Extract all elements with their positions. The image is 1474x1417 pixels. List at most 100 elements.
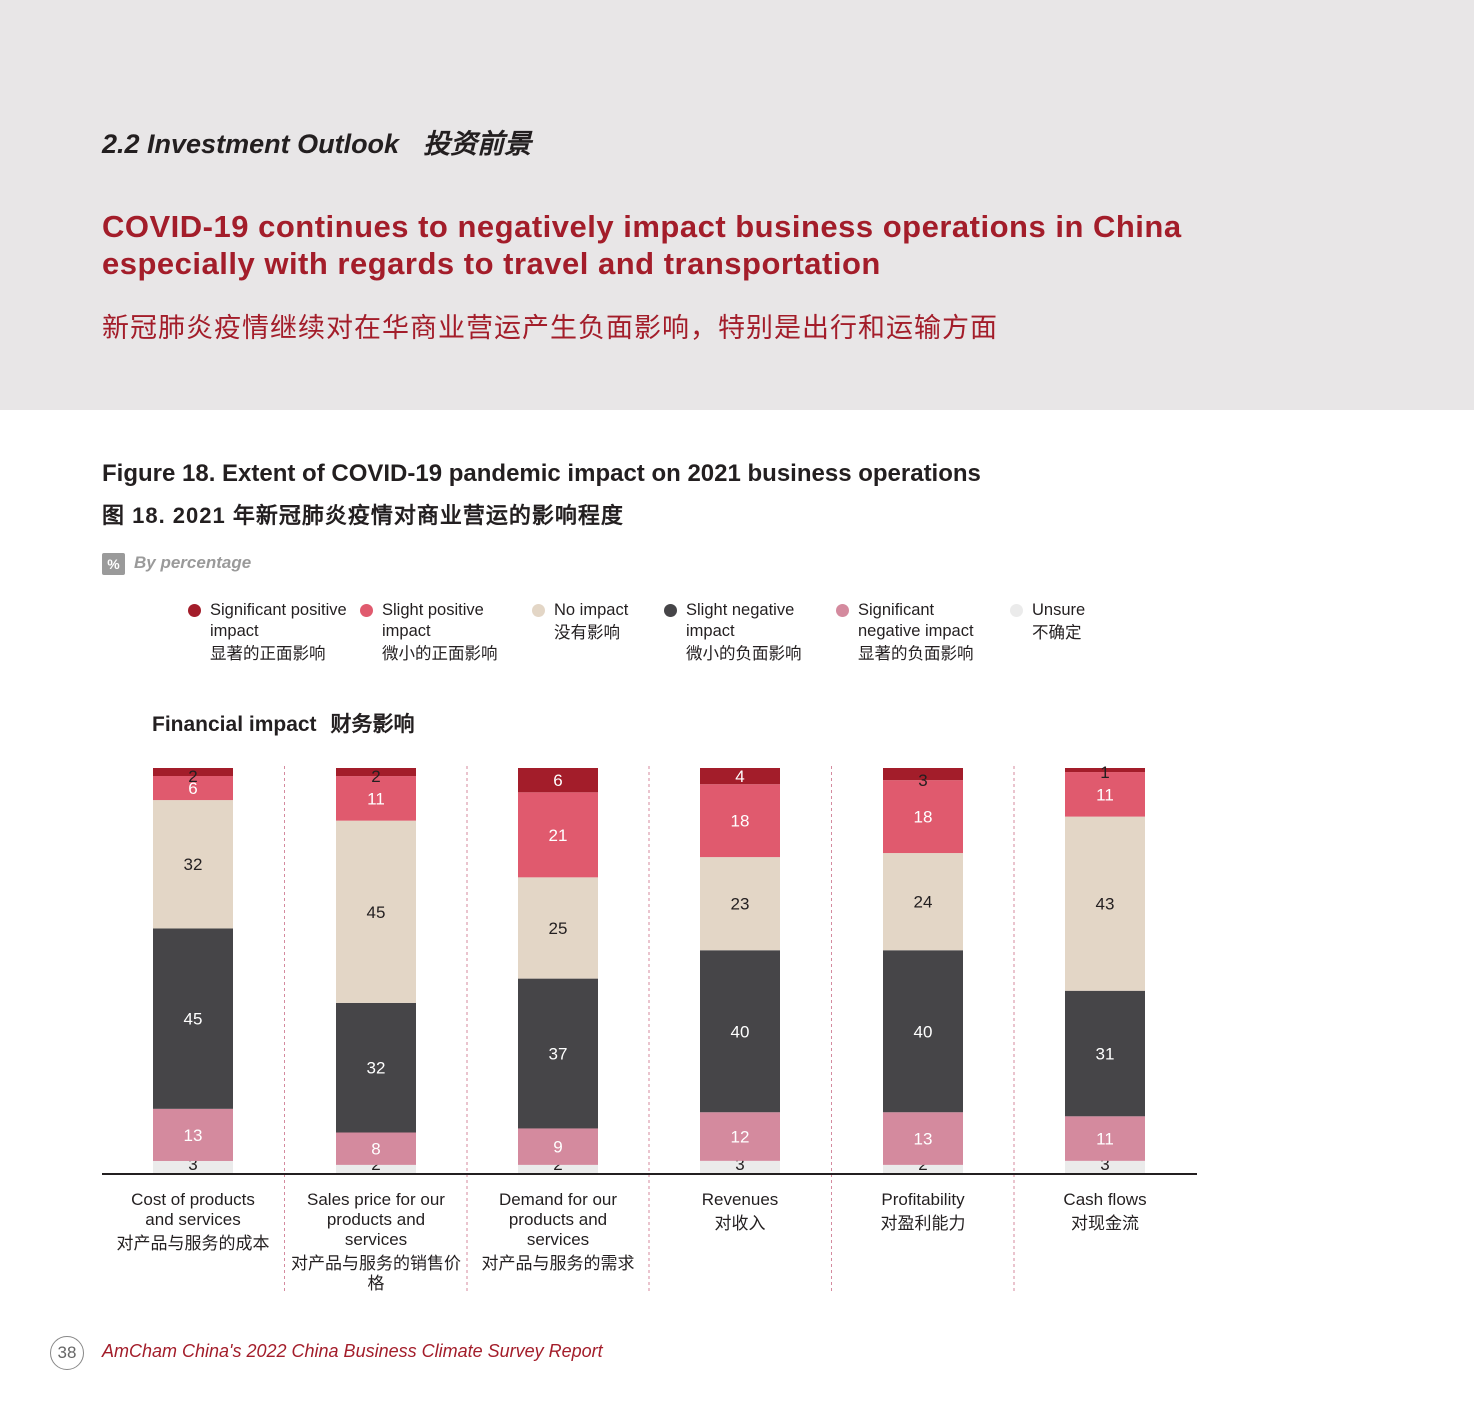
bar-segment — [336, 776, 416, 821]
data-label: 45 — [184, 1010, 203, 1029]
category-label-cn: 对现金流 — [1071, 1214, 1139, 1233]
bar-segment — [700, 950, 780, 1113]
data-label: 37 — [549, 1045, 568, 1064]
panel-title-en: Financial impact — [152, 713, 317, 736]
data-label: 11 — [1096, 785, 1114, 804]
data-label: 4 — [735, 767, 744, 786]
bar-segment — [700, 1112, 780, 1161]
data-label: 45 — [367, 903, 386, 922]
bar-segment — [518, 1164, 598, 1173]
bar-segment — [1065, 1160, 1145, 1173]
legend-label-cn: 显著的正面影响 — [210, 645, 326, 663]
data-label: 21 — [549, 826, 568, 845]
data-label: 2 — [188, 767, 197, 786]
legend-label: Significant negative impact — [858, 601, 974, 640]
panel-title-cn: 财务影响 — [330, 713, 415, 736]
bar-segment — [153, 776, 233, 801]
bar-segment — [518, 877, 598, 979]
legend-swatch — [188, 604, 201, 617]
data-label: 3 — [1100, 1155, 1109, 1174]
data-label: 13 — [914, 1130, 933, 1149]
legend-swatch — [532, 604, 545, 617]
bar-segment — [1065, 990, 1145, 1117]
bar-segment — [883, 853, 963, 951]
headline-cn: 新冠肺炎疫情继续对在华商业营运产生负面影响，特别是出行和运输方面 — [102, 313, 998, 343]
bar-segment — [700, 784, 780, 858]
bar-segment — [1065, 772, 1145, 817]
bar-segment — [700, 1160, 780, 1173]
category-label: Cost of products and services 对产品与服务的成本 — [103, 1190, 283, 1254]
category-label: Cash flows 对现金流 — [1015, 1190, 1195, 1234]
data-label: 9 — [553, 1138, 562, 1157]
bar-segment — [518, 978, 598, 1129]
category-label-en: Sales price for our products and service… — [307, 1190, 445, 1249]
data-label: 12 — [731, 1128, 750, 1147]
category-label-cn: 对盈利能力 — [880, 1214, 966, 1233]
category-label-en: Demand for our products and services — [498, 1190, 618, 1249]
section-title-en: 2.2 Investment Outlook — [102, 129, 400, 159]
panel-title: Financial impact 财务影响 — [152, 708, 415, 738]
category-label: Revenues 对收入 — [650, 1190, 830, 1234]
data-label: 31 — [1096, 1045, 1115, 1064]
figure-title: Figure 18. Extent of COVID-19 pandemic i… — [102, 460, 981, 487]
data-label: 3 — [735, 1155, 744, 1174]
category-label: Demand for our products and services 对产品与… — [468, 1190, 648, 1274]
data-label: 6 — [553, 771, 562, 790]
data-label: 43 — [1096, 895, 1115, 914]
legend-swatch — [836, 604, 849, 617]
legend-label: Slight positive impact — [382, 601, 484, 640]
bar-segment — [153, 928, 233, 1109]
data-label: 32 — [367, 1059, 386, 1078]
headline: COVID-19 continues to negatively impact … — [102, 209, 1182, 281]
data-label: 23 — [731, 895, 750, 914]
bar-segment — [518, 792, 598, 878]
category-label-cn: 对产品与服务的需求 — [481, 1254, 635, 1273]
figure-title-cn: 图 18. 2021 年新冠肺炎疫情对商业营运的影响程度 — [102, 503, 624, 528]
data-label: 25 — [549, 919, 568, 938]
bar-segment — [883, 780, 963, 854]
bar-segment — [883, 768, 963, 781]
legend-label-cn: 没有影响 — [554, 624, 620, 642]
category-label-cn: 对收入 — [714, 1214, 766, 1233]
legend-label: Significant positive impact — [210, 601, 347, 640]
bar-segment — [153, 1160, 233, 1173]
percent-icon: % — [102, 553, 125, 575]
data-label: 24 — [914, 893, 933, 912]
legend-label: Unsure — [1032, 601, 1086, 619]
section-title: 2.2 Investment Outlook 投资前景 — [102, 122, 531, 161]
bar-segment — [153, 1108, 233, 1161]
bar-segment — [1065, 1116, 1145, 1161]
page-number: 38 — [50, 1336, 84, 1370]
data-label: 11 — [367, 789, 385, 808]
data-label: 13 — [184, 1126, 203, 1145]
bar-segment — [336, 1132, 416, 1165]
data-label: 11 — [1096, 1130, 1114, 1149]
header-band — [0, 0, 1474, 410]
data-label: 6 — [188, 779, 197, 798]
legend-label-cn: 不确定 — [1032, 624, 1082, 642]
legend-swatch — [664, 604, 677, 617]
bar-segment — [153, 768, 233, 777]
bar-segment — [153, 800, 233, 929]
bar-segment — [1065, 816, 1145, 991]
data-label: 32 — [184, 855, 203, 874]
legend-label-cn: 微小的正面影响 — [382, 645, 498, 663]
legend-swatch — [1010, 604, 1023, 617]
data-label: 3 — [188, 1155, 197, 1174]
bar-segment — [336, 1002, 416, 1133]
data-label: 18 — [914, 808, 933, 827]
category-label-cn: 对产品与服务的成本 — [116, 1234, 270, 1253]
bar-segment — [700, 857, 780, 951]
category-label-en: Cash flows — [1063, 1190, 1147, 1209]
bar-segment — [883, 950, 963, 1113]
legend-label-cn: 微小的负面影响 — [686, 645, 802, 663]
legend-label: Slight negative impact — [686, 601, 795, 640]
data-label: 2 — [371, 767, 380, 786]
legend-label-cn: 显著的负面影响 — [858, 645, 974, 663]
bar-segment — [336, 820, 416, 1003]
category-label-cn: 对产品与服务的销售价格 — [291, 1254, 461, 1293]
bar-segment — [518, 1128, 598, 1165]
bar-segment — [518, 768, 598, 793]
data-label: 3 — [918, 771, 927, 790]
